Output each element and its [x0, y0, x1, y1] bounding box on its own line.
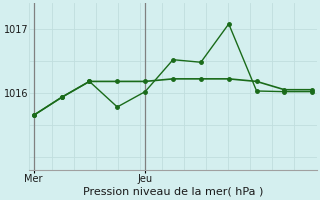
X-axis label: Pression niveau de la mer( hPa ): Pression niveau de la mer( hPa ) — [83, 187, 263, 197]
